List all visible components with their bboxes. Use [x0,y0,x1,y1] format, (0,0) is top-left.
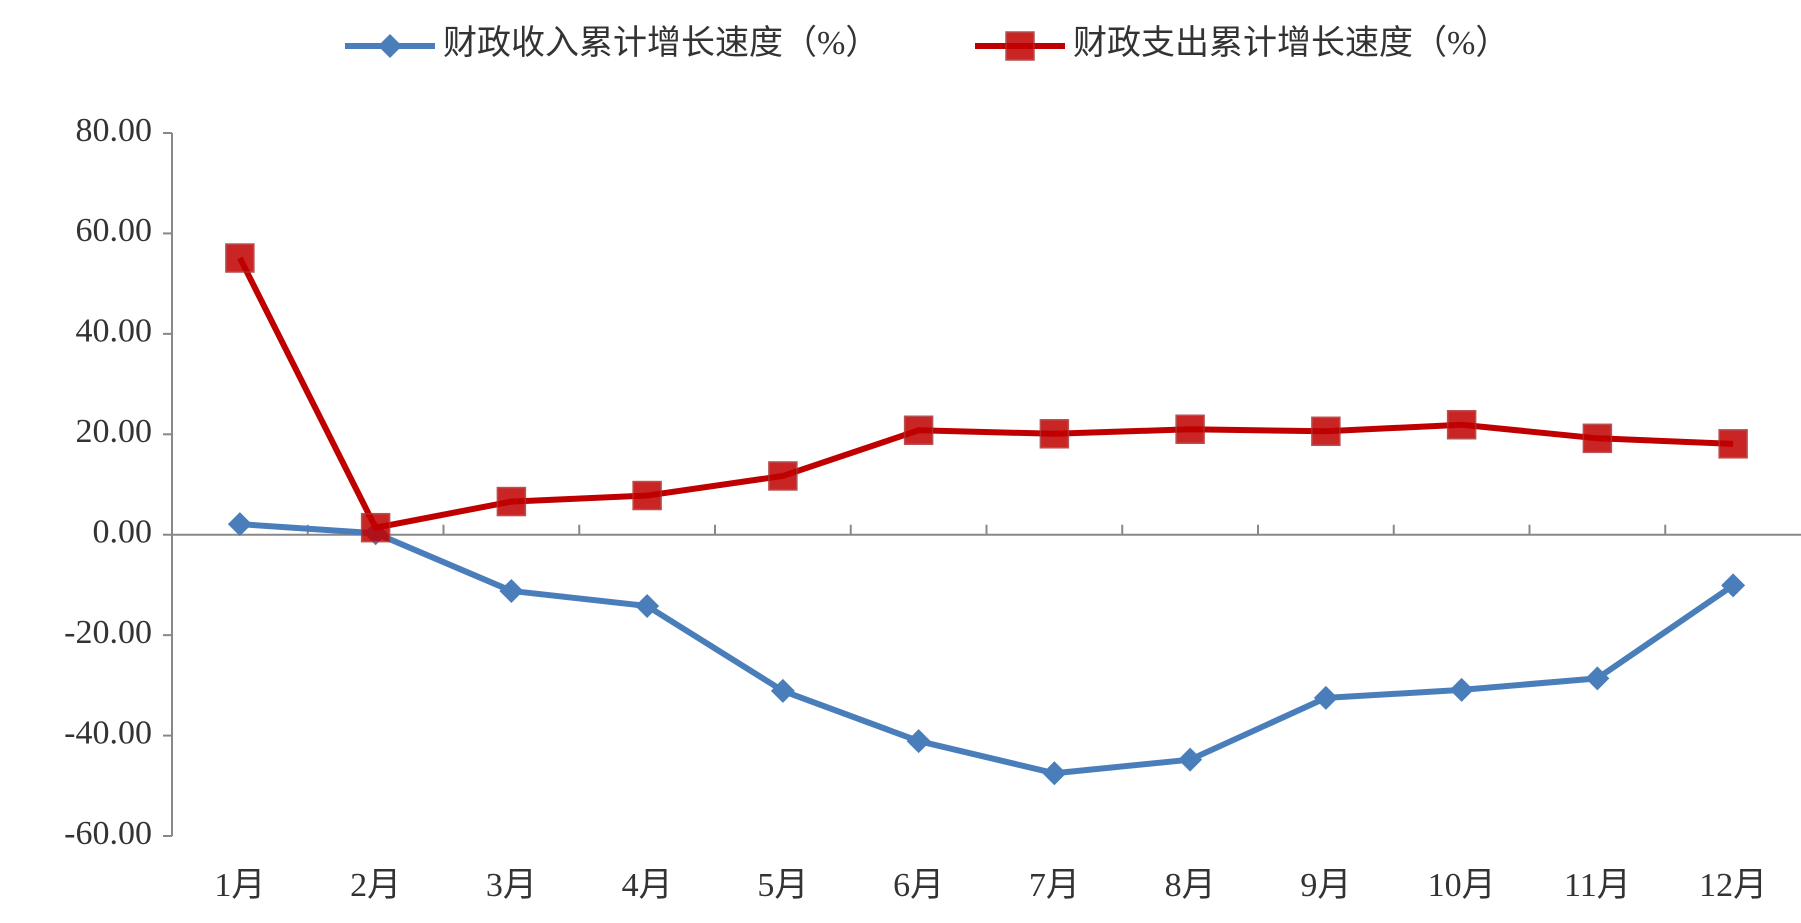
legend-label: 财政支出累计增长速度（%） [1073,24,1509,62]
data-point [770,678,795,703]
x-tick-label: 11月 [1564,867,1631,904]
x-tick-label: 7月 [1029,867,1080,904]
y-tick-label: 40.00 [76,313,153,350]
y-tick-label: -60.00 [64,815,152,852]
x-tick-label: 9月 [1300,867,1351,904]
data-point [1175,414,1205,445]
data-point [635,594,660,619]
data-point [1582,423,1613,454]
y-tick-label: -20.00 [64,614,152,651]
data-point [1449,677,1474,702]
data-point [1718,429,1748,459]
x-tick-label: 1月 [214,867,265,904]
data-point [1446,409,1477,440]
x-tick-label: 10月 [1428,867,1496,904]
data-point [1313,685,1338,710]
y-tick-label: 60.00 [76,212,153,249]
series-line [237,256,1734,531]
legend-label: 财政收入累计增长速度（%） [443,24,879,62]
data-point [1311,416,1341,447]
x-tick-label: 6月 [893,867,944,904]
legend-marker [378,34,402,58]
x-tick-label: 12月 [1699,867,1767,904]
series-line [239,521,1735,777]
legend-marker [1005,31,1035,61]
data-point [768,461,798,491]
data-point [1585,666,1610,691]
x-tick-label: 8月 [1165,867,1216,904]
data-point [499,578,524,603]
data-point [225,243,255,273]
y-tick-label: 0.00 [93,514,153,551]
data-point [632,480,662,511]
data-point [1042,761,1067,786]
data-point [1039,419,1070,449]
y-tick-label: 80.00 [76,112,153,149]
y-tick-label: -40.00 [64,714,152,751]
data-point [1721,573,1746,598]
data-point [906,729,931,754]
data-point [227,512,252,537]
x-tick-label: 4月 [622,867,673,904]
x-tick-label: 5月 [757,867,808,904]
data-point [360,512,391,543]
data-point [903,415,934,446]
x-tick-label: 3月 [486,867,537,904]
data-point [1178,747,1203,772]
x-tick-label: 2月 [350,867,401,904]
data-point [496,486,527,517]
y-tick-label: 20.00 [76,413,153,450]
